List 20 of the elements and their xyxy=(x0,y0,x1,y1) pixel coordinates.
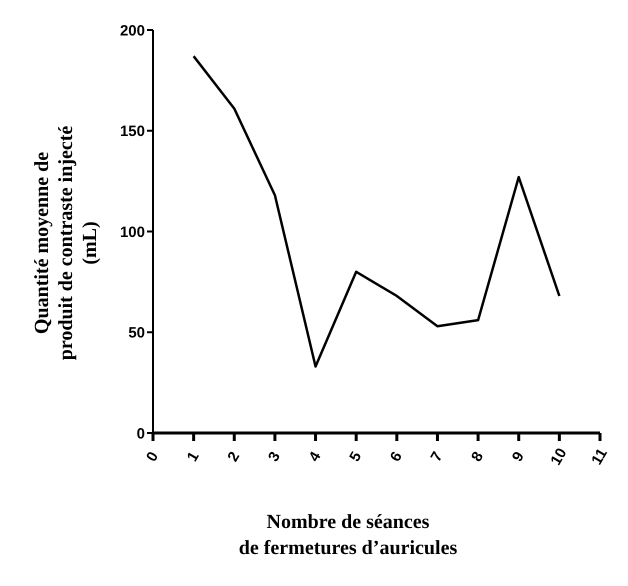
x-tick-label: 4 xyxy=(306,448,325,465)
x-tick-label: 6 xyxy=(386,448,406,465)
x-tick-label: 0 xyxy=(143,448,162,465)
line-series xyxy=(192,54,561,368)
x-tick-label: 2 xyxy=(224,448,244,465)
x-tick-label: 10 xyxy=(547,445,570,468)
x-tick-label: 1 xyxy=(184,448,203,465)
x-tick-label: 7 xyxy=(428,448,446,465)
x-tick-label: 11 xyxy=(588,446,611,468)
x-tick-label: 3 xyxy=(265,448,284,465)
y-tick-label: 0 xyxy=(136,425,145,442)
x-axis-title: Nombre de séances de fermetures d’auricules xyxy=(238,511,458,559)
y-axis-title: Quantité moyenne de produit de contraste injecté (mL) xyxy=(31,126,101,360)
y-tick-label: 200 xyxy=(120,22,145,40)
x-tick-label: 8 xyxy=(468,448,488,465)
y-tick-label: 50 xyxy=(128,324,145,342)
y-tick-label: 100 xyxy=(120,224,145,241)
y-tick-label: 150 xyxy=(120,123,145,140)
x-tick-label: 5 xyxy=(346,448,366,465)
x-tick-label: 9 xyxy=(508,448,528,465)
